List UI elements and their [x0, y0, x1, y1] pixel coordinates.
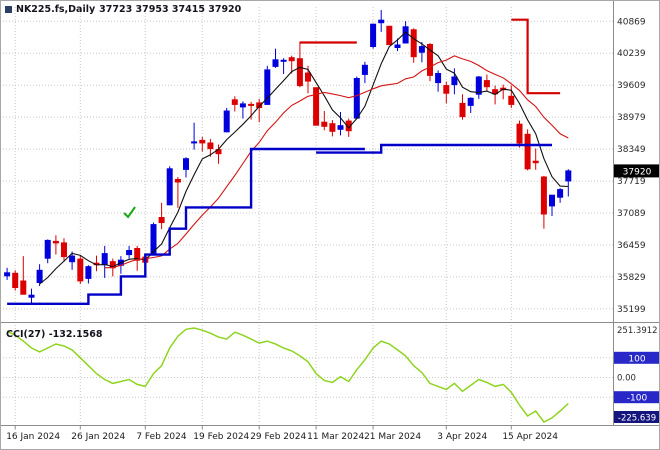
svg-text:251.3912: 251.3912: [617, 326, 658, 336]
svg-text:38349: 38349: [617, 145, 646, 155]
indicator-label: CCI(27) -132.1568: [6, 329, 103, 340]
svg-text:21 Mar 2024: 21 Mar 2024: [364, 432, 421, 442]
symbol-period-label: NK225.fs,Daily: [16, 4, 96, 15]
time-axis: 16 Jan 2024 26 Jan 2024 7 Feb 2024 19 Feb 2…: [6, 425, 558, 442]
candles-layer: [4, 10, 572, 305]
svg-text:37089: 37089: [617, 209, 646, 219]
price-axis: 40869 40239 39609 38979 38349 37719 37089 36459…: [614, 17, 659, 315]
svg-text:26 Jan 2024: 26 Jan 2024: [71, 432, 125, 442]
ma-fast-line: [39, 31, 569, 285]
svg-text:15 Apr 2024: 15 Apr 2024: [502, 432, 558, 442]
svg-text:7 Feb 2024: 7 Feb 2024: [136, 432, 187, 442]
svg-text:35829: 35829: [617, 273, 646, 283]
svg-text:16 Jan 2024: 16 Jan 2024: [6, 432, 60, 442]
svg-text:36459: 36459: [617, 241, 646, 251]
cci-upper-level-tag: [614, 351, 659, 364]
svg-text:39609: 39609: [617, 81, 646, 91]
ma-slow-line: [104, 55, 569, 269]
svg-text:19 Feb 2024: 19 Feb 2024: [193, 432, 249, 442]
ohlc-values-label: 37723 37953 37415 37920: [99, 4, 242, 15]
svg-text:40239: 40239: [617, 49, 646, 59]
svg-text:11 Mar 2024: 11 Mar 2024: [307, 432, 364, 442]
svg-text:37719: 37719: [617, 177, 646, 187]
support-step-line: [316, 143, 552, 154]
cci-lower-level-tag: [614, 391, 659, 404]
cci-line: [6, 327, 569, 423]
current-price-tag: [614, 164, 659, 178]
svg-text:0.00: 0.00: [617, 374, 636, 384]
chart-icon: [5, 6, 12, 13]
svg-text:100: 100: [628, 354, 645, 364]
svg-text:35199: 35199: [617, 305, 646, 315]
svg-text:3 Apr 2024: 3 Apr 2024: [437, 432, 487, 442]
svg-text:38979: 38979: [617, 113, 646, 123]
support-step-line: [7, 147, 365, 305]
svg-text:37920: 37920: [623, 167, 652, 177]
chart-title: NK225.fs,Daily 37723 37953 37415 37920: [5, 4, 241, 15]
green-check-marker: [123, 206, 136, 219]
grid-layer: [3, 7, 613, 422]
cci-axis: 251.3912 100 0.00 -100 -225.639: [614, 326, 659, 424]
svg-text:40869: 40869: [617, 17, 646, 27]
resistance-step-line: [511, 18, 561, 95]
svg-text:-225.639: -225.639: [618, 414, 656, 424]
cci-min-tag: [614, 411, 659, 423]
svg-text:29 Feb 2024: 29 Feb 2024: [250, 432, 306, 442]
svg-text:-100: -100: [627, 394, 648, 404]
